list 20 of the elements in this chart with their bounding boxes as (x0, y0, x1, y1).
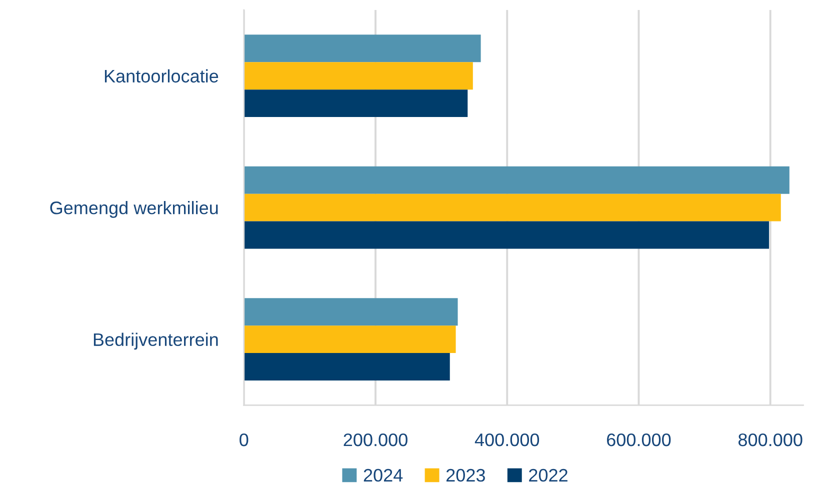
x-tick-label: 0 (240, 433, 248, 446)
y-tick-label: Kantoorlocatie (104, 69, 218, 83)
x-tick-label: 800.000 (738, 433, 802, 446)
bar (244, 90, 468, 118)
legend-label: 2024 (364, 468, 403, 482)
bar (244, 34, 481, 62)
bar (244, 194, 781, 222)
bar (244, 326, 456, 354)
bar (244, 221, 770, 249)
bar (244, 353, 450, 380)
y-tick-label: Gemengd werkmilieu (50, 201, 218, 218)
x-tick-label: 400.000 (474, 433, 540, 446)
legend-label: 2022 (529, 468, 568, 482)
bar (244, 166, 790, 194)
y-tick-label: Bedrijventerrein (94, 332, 218, 350)
bar (244, 62, 473, 90)
legend-label: 2023 (446, 468, 485, 482)
x-tick-label: 600.000 (607, 433, 671, 446)
bar (244, 298, 458, 326)
x-tick-label: 200.000 (344, 433, 408, 446)
